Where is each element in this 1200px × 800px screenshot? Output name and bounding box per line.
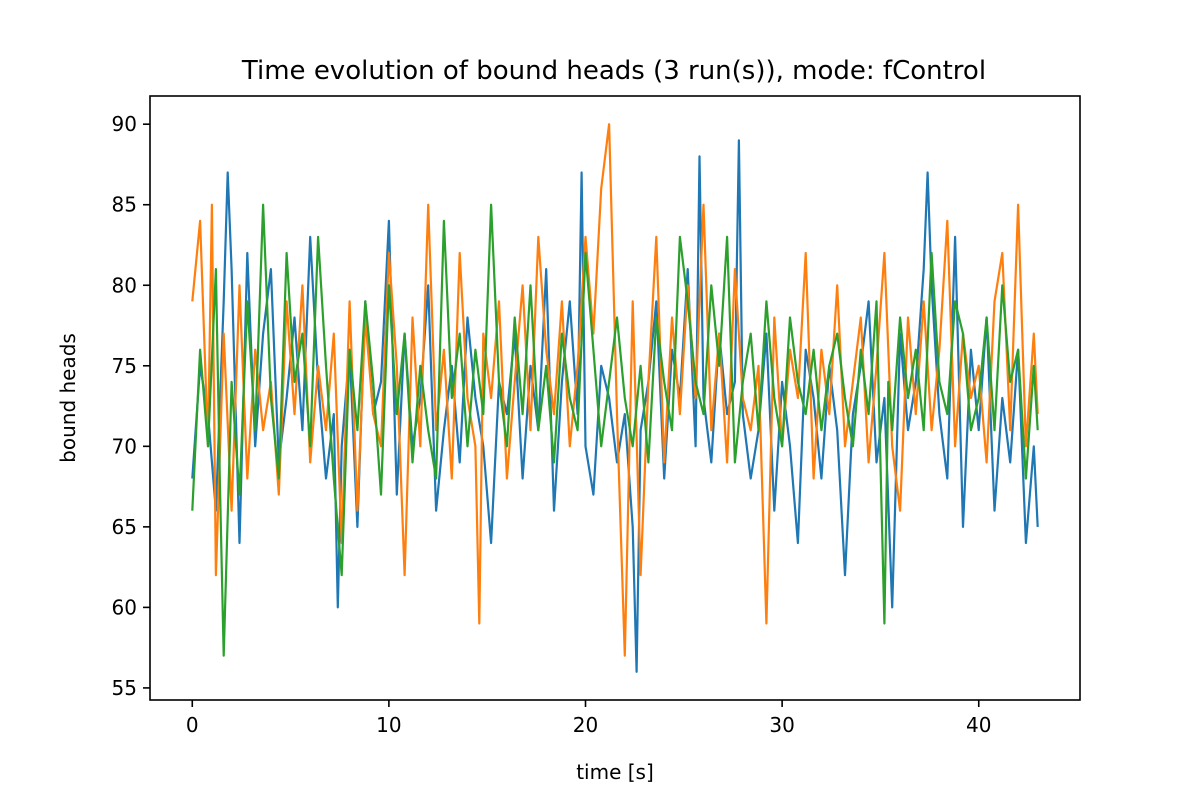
plot-area	[149, 95, 1081, 701]
series-line-3	[191, 203, 1039, 657]
y-tick-label: 80	[112, 273, 137, 297]
y-tick-label: 65	[112, 515, 137, 539]
x-tick-label: 20	[573, 713, 598, 737]
y-axis: 55 60 65 70 75 80 85 90	[112, 112, 150, 700]
x-tick-label: 40	[966, 713, 991, 737]
series-layer	[191, 123, 1039, 673]
x-axis-label: time [s]	[576, 760, 654, 784]
y-tick-label: 85	[112, 193, 137, 217]
x-tick-label: 10	[376, 713, 401, 737]
x-axis: 0 10 20 30 40	[186, 700, 991, 737]
y-tick-label: 55	[112, 676, 137, 700]
chart-title: Time evolution of bound heads (3 run(s))…	[241, 56, 986, 86]
x-tick-label: 30	[769, 713, 794, 737]
plot-frame	[149, 95, 1081, 701]
x-tick-label: 0	[186, 713, 199, 737]
y-tick-label: 75	[112, 354, 137, 378]
y-axis-label: bound heads	[56, 333, 80, 463]
y-tick-label: 90	[112, 112, 137, 136]
series-line-1	[191, 139, 1039, 673]
y-tick-label: 70	[112, 434, 137, 458]
y-tick-label: 60	[112, 595, 137, 619]
